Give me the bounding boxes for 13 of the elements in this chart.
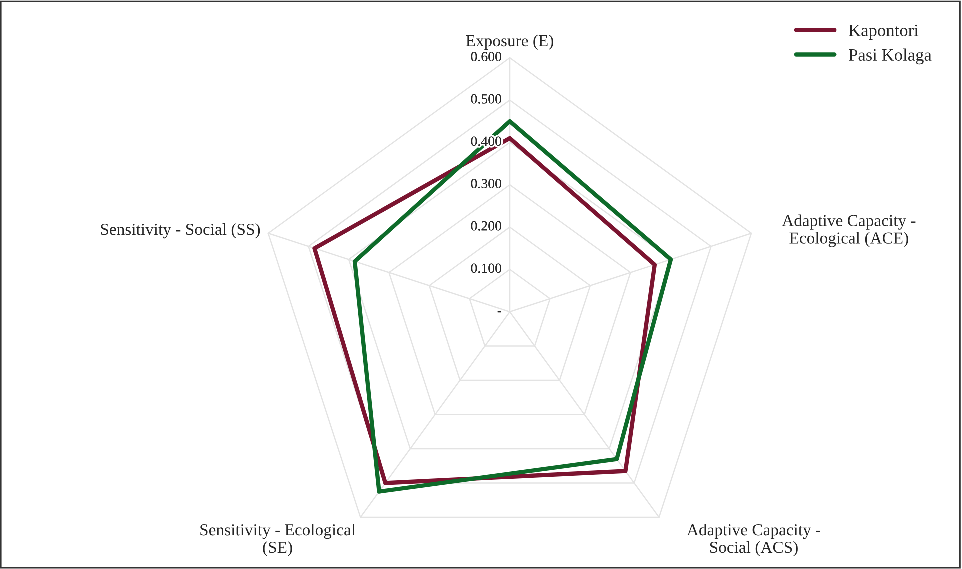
y-tick-label: 0.500 [471, 94, 502, 104]
spoke-label: Sensitivity - Ecological (SE) [200, 524, 356, 557]
legend-label: Pasi Kolaga [849, 48, 932, 65]
spoke-label: Adaptive Capacity - Social (ACS) [687, 524, 820, 557]
y-tick-label: 0.600 [471, 52, 502, 62]
spoke-label: Exposure (E) [466, 34, 554, 50]
y-tick-label: 0.200 [471, 221, 502, 231]
y-tick-label: - [498, 312, 502, 313]
spoke-label: Adaptive Capacity - Ecological (ACE) [782, 214, 916, 248]
legend-label: Kapontori [849, 24, 919, 40]
y-tick-label: 0.100 [471, 264, 502, 274]
y-tick-label: 0.300 [471, 179, 502, 189]
spoke-label: Sensitivity - Social (SS) [101, 223, 260, 239]
